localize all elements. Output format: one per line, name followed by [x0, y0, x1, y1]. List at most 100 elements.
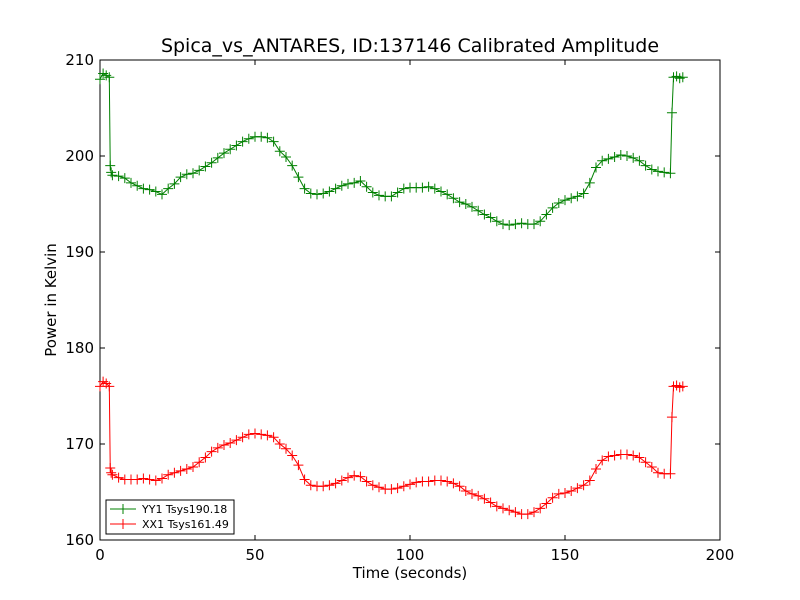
data-point — [268, 432, 279, 443]
data-point — [206, 446, 217, 457]
data-point — [473, 205, 484, 216]
data-point — [535, 503, 546, 514]
data-point — [584, 475, 595, 486]
data-point — [163, 469, 174, 480]
data-point — [355, 175, 366, 186]
data-point — [423, 181, 434, 192]
x-tick-label: 150 — [551, 546, 580, 564]
data-point — [181, 169, 192, 180]
data-point — [640, 160, 651, 171]
data-point — [666, 107, 677, 118]
data-point — [653, 166, 663, 177]
data-point — [305, 188, 316, 199]
data-point — [504, 220, 515, 231]
data-point — [560, 487, 570, 498]
data-point — [144, 474, 155, 485]
data-point — [231, 435, 242, 446]
legend-box — [105, 499, 235, 535]
data-point — [367, 480, 378, 491]
data-point — [628, 450, 639, 461]
data-point — [473, 490, 484, 501]
data-point — [330, 183, 341, 194]
data-point — [591, 463, 601, 474]
data-point — [436, 186, 446, 197]
y-tick-label: 190 — [65, 243, 94, 261]
data-point — [367, 187, 378, 198]
data-point — [243, 429, 254, 440]
data-point — [392, 483, 403, 494]
data-point — [169, 467, 180, 478]
data-point — [485, 212, 496, 223]
data-point — [225, 438, 236, 449]
data-point — [206, 157, 217, 168]
x-axis-label: Time (seconds) — [352, 564, 468, 582]
data-point — [119, 173, 130, 184]
data-point — [212, 152, 223, 163]
data-point — [436, 475, 446, 486]
data-point — [553, 198, 564, 209]
data-point — [299, 183, 310, 194]
data-point — [104, 72, 115, 83]
data-point — [491, 501, 502, 512]
data-point — [566, 486, 577, 497]
data-point — [324, 480, 335, 491]
data-point — [448, 478, 459, 489]
data-point — [274, 439, 285, 449]
data-point — [541, 209, 552, 220]
data-point — [194, 457, 205, 468]
chart-title: Spica_vs_ANTARES, ID:137146 Calibrated A… — [161, 35, 659, 57]
data-point — [634, 155, 645, 166]
data-point — [361, 181, 372, 192]
legend-marker — [118, 519, 128, 529]
data-point — [287, 450, 298, 461]
data-point — [105, 463, 116, 473]
data-point — [237, 136, 248, 147]
data-point — [343, 472, 353, 483]
data-point — [659, 167, 670, 178]
data-point — [330, 478, 341, 489]
legend-item: XX1 Tsys161.49 — [110, 518, 229, 531]
data-point — [163, 183, 174, 194]
data-point — [666, 412, 677, 423]
data-point — [442, 189, 453, 200]
legend-label: XX1 Tsys161.49 — [142, 518, 229, 531]
data-point — [225, 144, 236, 155]
data-point — [609, 450, 620, 461]
data-point — [212, 442, 223, 453]
data-point — [374, 482, 384, 493]
data-point — [485, 497, 496, 508]
x-tick-label: 50 — [245, 546, 264, 564]
data-point — [535, 216, 546, 227]
data-point — [95, 74, 105, 85]
data-point — [262, 430, 273, 441]
data-point — [157, 189, 167, 200]
data-point — [578, 480, 589, 491]
data-point — [572, 483, 583, 494]
data-point — [104, 381, 115, 392]
data-point — [677, 72, 688, 83]
data-point — [640, 457, 651, 468]
data-point — [522, 509, 533, 520]
series-0 — [95, 68, 688, 231]
data-point — [361, 476, 372, 487]
data-point — [262, 132, 273, 143]
data-point — [386, 191, 397, 202]
data-point — [132, 474, 143, 485]
data-point — [113, 472, 124, 483]
data-point — [411, 477, 422, 488]
data-point — [200, 452, 211, 463]
data-point — [479, 209, 490, 220]
data-point — [460, 486, 471, 497]
data-point — [268, 136, 279, 147]
data-point — [677, 381, 688, 392]
y-tick-label: 200 — [65, 147, 94, 165]
data-point — [597, 155, 608, 166]
y-tick-label: 170 — [65, 435, 94, 453]
data-point — [256, 131, 267, 142]
data-point — [107, 469, 118, 480]
ticks-layer: 0 50 100 150 200 160 170 180 190 200 210 — [65, 51, 734, 564]
data-point — [454, 197, 465, 208]
data-point — [398, 183, 409, 194]
data-point — [318, 188, 329, 199]
data-point — [169, 178, 180, 189]
